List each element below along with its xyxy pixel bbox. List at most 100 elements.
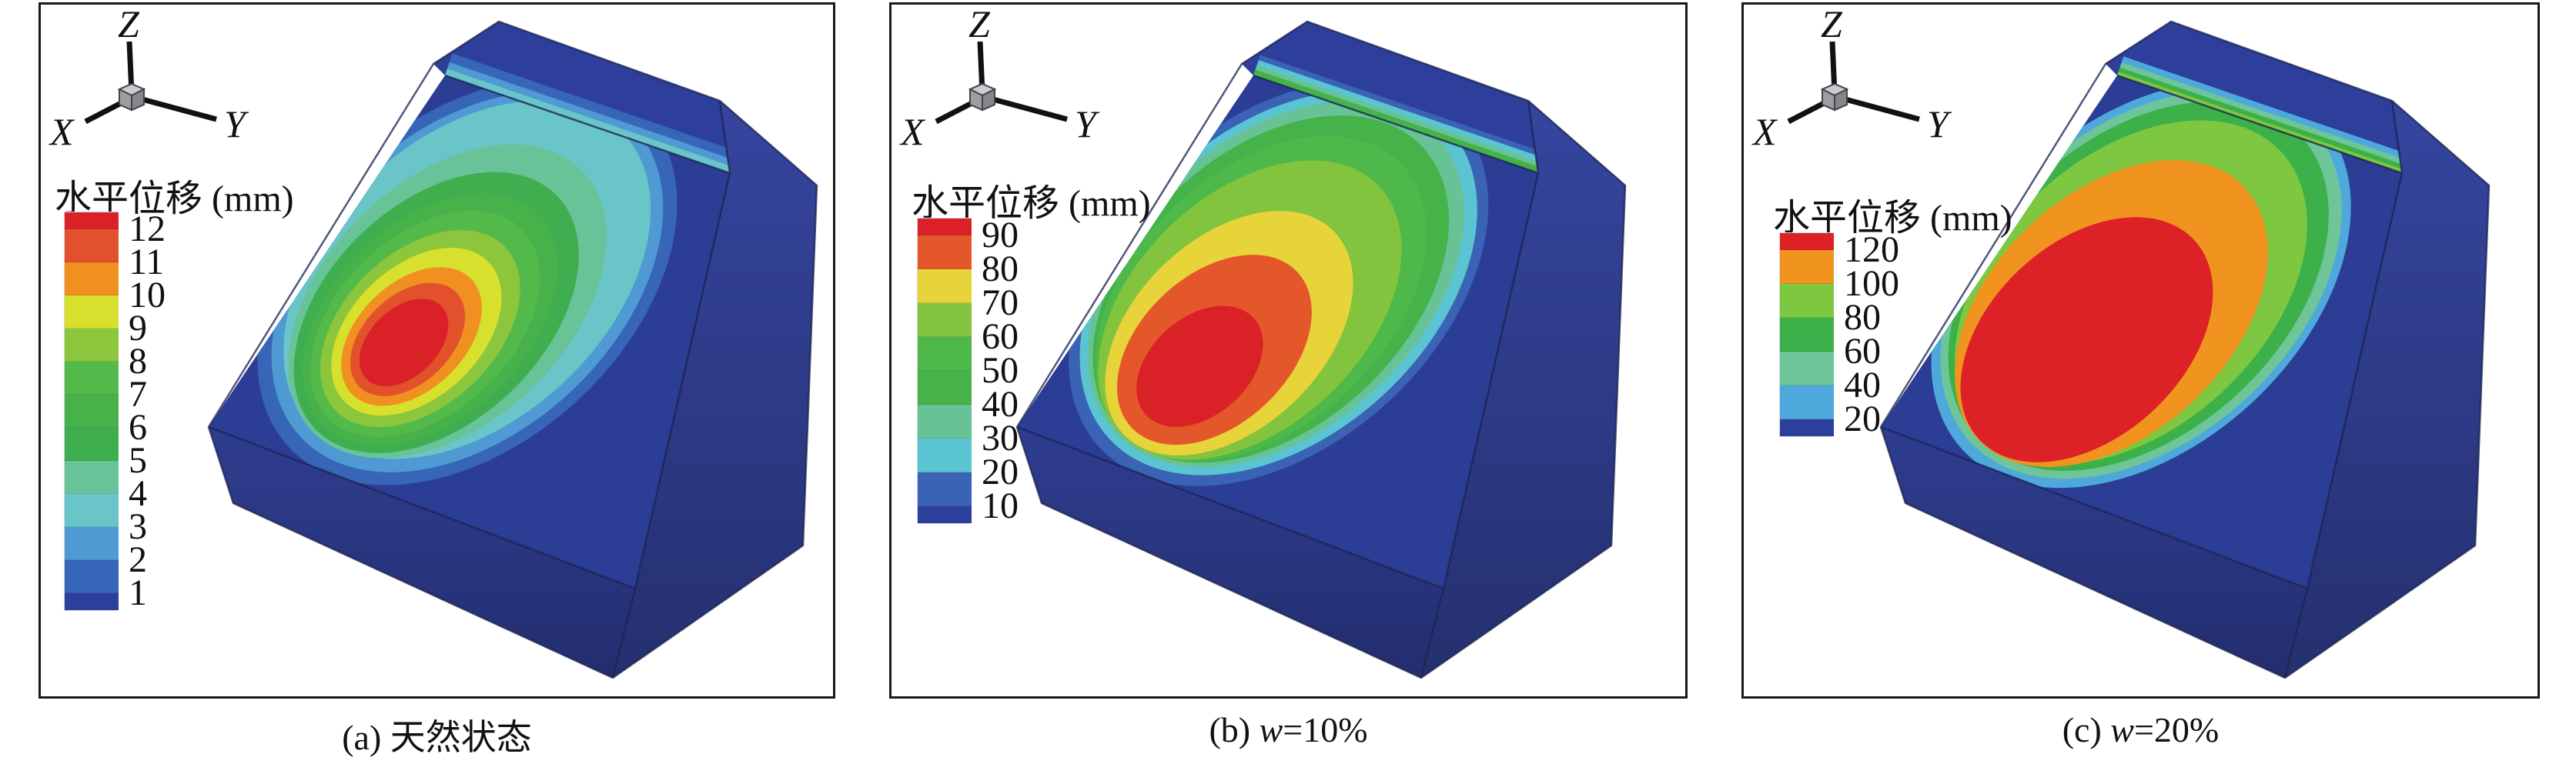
colorbar-tick: 4 bbox=[129, 473, 147, 514]
colorbar-band bbox=[65, 229, 119, 262]
colorbar-bar bbox=[917, 218, 972, 524]
crest-band bbox=[1253, 69, 1538, 173]
right-face bbox=[2285, 101, 2489, 678]
colorbar-band bbox=[918, 371, 972, 405]
axis-label-y: Y bbox=[1075, 102, 1100, 145]
colorbar-band bbox=[65, 395, 119, 428]
panel-b: Z X Y 水平位移 (mm) 90 80 70 60 50 40 30 20 10 bbox=[889, 2, 1688, 699]
colorbar-tick: 11 bbox=[129, 242, 165, 282]
crest-wrap-bands bbox=[445, 53, 730, 173]
colorbar-band bbox=[65, 593, 119, 610]
contour-bands bbox=[1069, 79, 1489, 486]
colorbar-tick: 6 bbox=[129, 407, 147, 448]
contour-band bbox=[1960, 217, 2213, 462]
colorbar-tick: 20 bbox=[1844, 399, 1881, 439]
axis-label-y: Y bbox=[1927, 102, 1952, 145]
colorbar-band bbox=[1780, 318, 1834, 352]
colorbar-band bbox=[65, 362, 119, 395]
colorbar-tick: 1 bbox=[129, 572, 147, 613]
colorbar-tick: 70 bbox=[982, 282, 1019, 323]
contour-band bbox=[359, 299, 449, 387]
caption-text: =10% bbox=[1283, 710, 1368, 749]
caption-text: 天然状态 bbox=[390, 718, 532, 757]
colorbar-tick: 40 bbox=[1844, 365, 1881, 405]
crest-wrap-bands bbox=[2117, 56, 2402, 173]
legend-title: 水平位移 (mm) bbox=[912, 183, 1151, 224]
colorbar-tick: 100 bbox=[1844, 263, 1899, 304]
model-edges bbox=[207, 20, 818, 679]
colorbar-tick: 8 bbox=[129, 341, 147, 382]
colorbar-band bbox=[1780, 419, 1834, 436]
colorbar-band bbox=[918, 405, 972, 439]
panel-c: Z X Y 水平位移 (mm) 120 100 80 60 40 20 bbox=[1741, 2, 2540, 699]
caption-text: =20% bbox=[2133, 710, 2220, 749]
colorbar-bar bbox=[64, 212, 119, 611]
colorbar-tick: 40 bbox=[982, 384, 1019, 425]
colorbar-band bbox=[1780, 250, 1834, 284]
colorbar-c: 120 100 80 60 40 20 bbox=[1779, 232, 1899, 438]
colorbar-band bbox=[1780, 284, 1834, 318]
colorbar-tick: 60 bbox=[1844, 331, 1881, 372]
caption-a: (a) 天然状态 bbox=[38, 709, 835, 757]
legend-title: 水平位移 (mm) bbox=[1773, 198, 2012, 239]
colorbar-tick: 12 bbox=[129, 209, 166, 249]
colorbar-band bbox=[65, 295, 119, 329]
right-face bbox=[613, 101, 817, 678]
right-face bbox=[1421, 101, 1625, 678]
model-edges bbox=[1879, 20, 2491, 679]
colorbar-band bbox=[918, 303, 972, 337]
crest-wrap-bands bbox=[1253, 55, 1538, 173]
slope-model-b bbox=[1015, 20, 1627, 679]
colorbar-band bbox=[918, 439, 972, 472]
slope-model-c bbox=[1879, 20, 2491, 679]
colorbar-tick: 9 bbox=[129, 308, 147, 349]
colorbar-tick: 50 bbox=[982, 350, 1019, 391]
colorbar-band bbox=[1780, 233, 1834, 250]
axis-label-z: Z bbox=[118, 5, 140, 45]
crest-band bbox=[2117, 72, 2402, 173]
colorbar-tick: 2 bbox=[129, 539, 147, 580]
colorbar-band bbox=[1780, 385, 1834, 419]
contour-band bbox=[1136, 305, 1263, 427]
caption-prefix: (b) bbox=[1209, 710, 1260, 749]
axis-label-x: X bbox=[899, 110, 926, 153]
colorbar-bar bbox=[1779, 232, 1834, 437]
colorbar-tick: 90 bbox=[982, 215, 1019, 255]
model-edges bbox=[1015, 20, 1627, 679]
colorbar-tick: 80 bbox=[982, 249, 1019, 289]
slope-model-a bbox=[207, 20, 818, 679]
colorbar-band bbox=[65, 428, 119, 461]
axis-label-x: X bbox=[1751, 110, 1778, 153]
front-face bbox=[1881, 427, 2307, 678]
colorbar-tick: 5 bbox=[129, 440, 147, 481]
colorbar-tick: 80 bbox=[1844, 297, 1881, 338]
caption-c: (c) w=20% bbox=[1741, 709, 2540, 756]
colorbar-tick: 60 bbox=[982, 316, 1019, 357]
colorbar-band bbox=[918, 472, 972, 506]
colorbar-a: 12 11 10 9 8 7 6 5 4 3 2 1 bbox=[64, 211, 166, 612]
axis-triad-icon: Z X Y bbox=[1751, 5, 1952, 153]
axis-label-z: Z bbox=[1821, 5, 1843, 45]
axis-label-z: Z bbox=[969, 5, 991, 45]
slope-block bbox=[1015, 20, 1627, 679]
colorbar-tick: 7 bbox=[129, 374, 147, 415]
colorbar-band bbox=[65, 262, 119, 295]
axis-label-y: Y bbox=[224, 102, 249, 145]
colorbar-tick: 3 bbox=[129, 506, 147, 547]
colorbar-band bbox=[918, 506, 972, 523]
colorbar-tick: 30 bbox=[982, 418, 1019, 459]
colorbar-band bbox=[65, 212, 119, 229]
colorbar-band bbox=[65, 494, 119, 527]
caption-prefix: (a) bbox=[342, 718, 390, 757]
colorbar-tick: 10 bbox=[982, 485, 1019, 526]
colorbar-band bbox=[65, 461, 119, 494]
colorbar-band bbox=[918, 337, 972, 371]
colorbar-tick: 20 bbox=[982, 452, 1019, 492]
colorbar-band bbox=[918, 235, 972, 269]
colorbar-band bbox=[65, 527, 119, 560]
caption-b: (b) w=10% bbox=[889, 709, 1688, 756]
colorbar-tick: 10 bbox=[129, 275, 166, 315]
axis-label-x: X bbox=[49, 110, 75, 153]
colorbar-band bbox=[65, 560, 119, 593]
